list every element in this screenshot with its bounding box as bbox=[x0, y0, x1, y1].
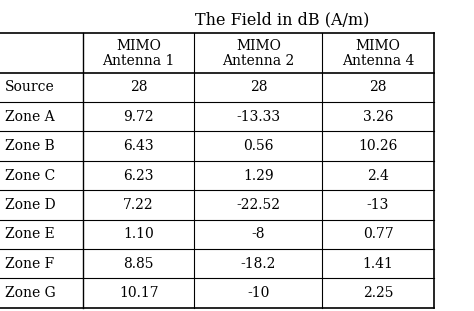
Text: -8: -8 bbox=[252, 227, 265, 241]
Text: -13.33: -13.33 bbox=[236, 110, 281, 124]
Text: 8.85: 8.85 bbox=[123, 257, 154, 271]
Text: Source: Source bbox=[5, 80, 55, 94]
Text: 10.17: 10.17 bbox=[119, 286, 158, 300]
Text: 1.10: 1.10 bbox=[123, 227, 154, 241]
Text: 2.4: 2.4 bbox=[367, 169, 389, 183]
Text: 10.26: 10.26 bbox=[358, 139, 398, 153]
Text: 7.22: 7.22 bbox=[123, 198, 154, 212]
Text: MIMO: MIMO bbox=[116, 39, 161, 53]
Text: -18.2: -18.2 bbox=[241, 257, 276, 271]
Text: 1.41: 1.41 bbox=[363, 257, 393, 271]
Text: Zone A: Zone A bbox=[5, 110, 55, 124]
Text: 1.29: 1.29 bbox=[243, 169, 273, 183]
Text: 28: 28 bbox=[369, 80, 387, 94]
Text: Zone D: Zone D bbox=[5, 198, 55, 212]
Text: Zone C: Zone C bbox=[5, 169, 55, 183]
Text: -13: -13 bbox=[367, 198, 389, 212]
Text: 9.72: 9.72 bbox=[123, 110, 154, 124]
Text: Zone B: Zone B bbox=[5, 139, 55, 153]
Text: 2.25: 2.25 bbox=[363, 286, 393, 300]
Text: 6.23: 6.23 bbox=[123, 169, 154, 183]
Text: Antenna 4: Antenna 4 bbox=[342, 54, 414, 68]
Text: MIMO: MIMO bbox=[356, 39, 401, 53]
Text: MIMO: MIMO bbox=[236, 39, 281, 53]
Text: 6.43: 6.43 bbox=[123, 139, 154, 153]
Text: 0.77: 0.77 bbox=[363, 227, 393, 241]
Text: Zone G: Zone G bbox=[5, 286, 55, 300]
Text: -22.52: -22.52 bbox=[237, 198, 280, 212]
Text: Zone E: Zone E bbox=[5, 227, 55, 241]
Text: 28: 28 bbox=[130, 80, 147, 94]
Text: Antenna 1: Antenna 1 bbox=[102, 54, 175, 68]
Text: -10: -10 bbox=[247, 286, 270, 300]
Text: Zone F: Zone F bbox=[5, 257, 54, 271]
Text: 0.56: 0.56 bbox=[243, 139, 273, 153]
Text: The Field in dB (A/m): The Field in dB (A/m) bbox=[195, 11, 369, 28]
Text: 28: 28 bbox=[250, 80, 267, 94]
Text: Antenna 2: Antenna 2 bbox=[222, 54, 294, 68]
Text: 3.26: 3.26 bbox=[363, 110, 393, 124]
